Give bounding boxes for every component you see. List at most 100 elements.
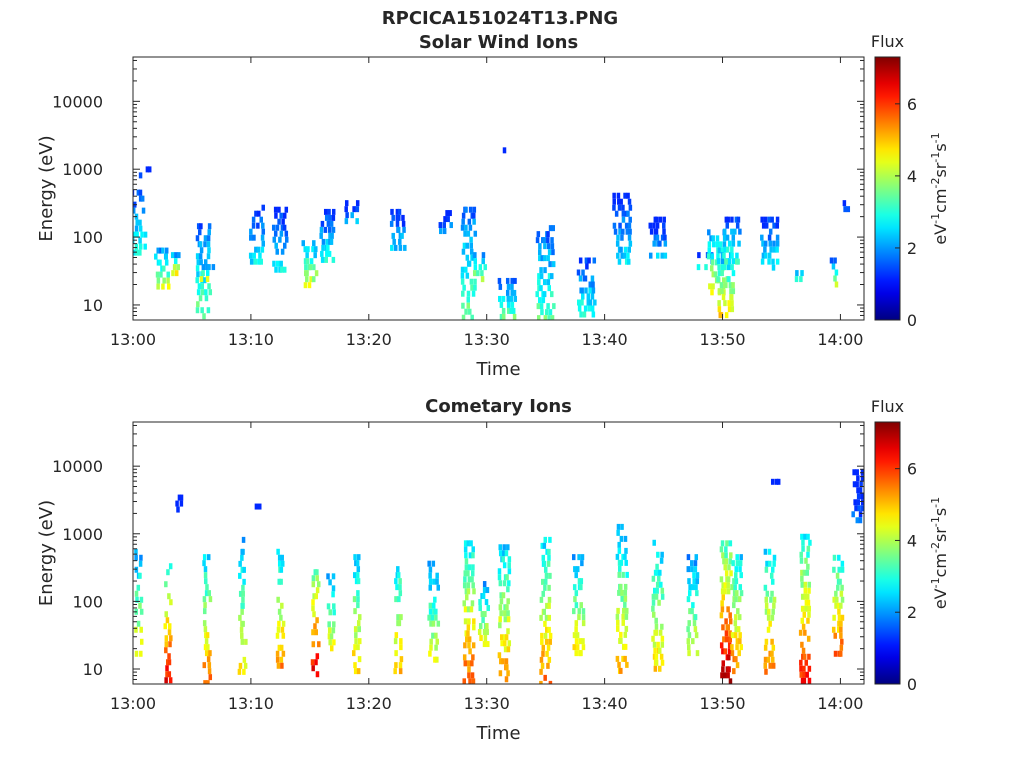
flux-cell	[735, 252, 739, 259]
flux-cell	[539, 656, 544, 663]
flux-cell	[612, 204, 616, 211]
flux-cell	[398, 238, 402, 245]
flux-cell	[238, 560, 242, 567]
flux-cell	[660, 234, 665, 241]
flux-cell	[739, 554, 743, 561]
flux-cell	[545, 650, 549, 657]
flux-cell	[199, 223, 203, 230]
flux-cell	[208, 674, 213, 681]
flux-cell	[398, 244, 403, 251]
flux-cell	[319, 226, 324, 233]
flux-cell	[695, 650, 700, 657]
flux-cell	[800, 581, 804, 588]
flux-cell	[624, 613, 629, 620]
flux-cell	[471, 642, 476, 649]
flux-cell	[688, 584, 692, 591]
flux-cell	[398, 584, 402, 591]
flux-cell	[804, 605, 808, 612]
flux-cell	[165, 617, 170, 624]
flux-cell	[663, 252, 668, 259]
flux-cell	[655, 587, 659, 594]
flux-cell	[261, 240, 265, 247]
flux-cell	[764, 252, 768, 259]
flux-cell	[509, 307, 513, 314]
flux-cell	[736, 258, 740, 265]
flux-cell	[537, 279, 541, 286]
flux-cell	[691, 584, 695, 591]
flux-cell	[275, 656, 280, 663]
flux-cell	[735, 644, 739, 651]
flux-cell	[328, 639, 332, 646]
flux-cell	[725, 540, 729, 547]
flux-cell	[839, 590, 844, 597]
flux-cell	[802, 569, 807, 576]
flux-cell	[659, 653, 664, 660]
flux-cell	[800, 569, 804, 576]
flux-cell	[694, 554, 699, 561]
flux-cell	[328, 232, 332, 239]
flux-cell	[542, 237, 547, 244]
flux-cell	[354, 578, 359, 585]
flux-cell	[852, 481, 857, 488]
flux-cell	[329, 238, 334, 245]
flux-cell	[710, 253, 714, 260]
flux-cell	[506, 646, 511, 653]
flux-cell	[726, 588, 731, 595]
flux-cell	[800, 533, 804, 540]
flux-cell	[311, 599, 315, 606]
flux-cell	[545, 626, 549, 633]
flux-cell	[795, 270, 799, 277]
flux-cell	[138, 243, 143, 250]
flux-cell	[498, 295, 502, 302]
x-tick-label: 13:40	[582, 330, 628, 349]
flux-cell	[353, 608, 357, 615]
flux-cell	[168, 677, 173, 684]
flux-cell	[724, 618, 728, 625]
flux-cell	[731, 560, 735, 567]
flux-cell	[312, 276, 316, 283]
flux-cell	[801, 653, 805, 660]
flux-cell	[550, 273, 554, 280]
flux-cell	[771, 656, 775, 663]
flux-cell	[833, 257, 837, 264]
flux-cell	[691, 602, 695, 609]
flux-cell	[832, 614, 836, 621]
flux-cell	[435, 578, 439, 585]
flux-cell	[860, 493, 864, 500]
flux-cell	[717, 247, 722, 254]
flux-cell	[442, 222, 446, 229]
flux-cell	[727, 306, 732, 313]
flux-cell	[356, 602, 360, 609]
flux-cell	[734, 626, 738, 633]
flux-cell	[311, 575, 316, 582]
flux-cell	[735, 662, 740, 669]
flux-cell	[465, 242, 470, 249]
flux-cell	[587, 305, 592, 312]
flux-cell	[393, 244, 398, 251]
flux-cell	[572, 644, 577, 651]
flux-cell	[542, 542, 547, 549]
flux-cell	[856, 499, 861, 506]
flux-cell	[590, 305, 595, 312]
flux-cell	[722, 252, 726, 259]
flux-cell	[397, 620, 402, 627]
flux-cell	[761, 240, 765, 247]
flux-cell	[726, 264, 731, 271]
flux-cell	[719, 612, 724, 619]
flux-cell	[511, 307, 516, 314]
flux-cell	[134, 590, 139, 597]
flux-cell	[435, 638, 439, 645]
flux-cell	[206, 241, 211, 248]
flux-cell	[649, 228, 654, 235]
flux-cell	[501, 313, 506, 320]
flux-cell	[431, 620, 436, 627]
flux-cell	[765, 560, 769, 567]
flux-cell	[471, 552, 475, 559]
flux-cell	[547, 656, 552, 663]
flux-cell	[460, 272, 465, 279]
flux-cell	[500, 640, 504, 647]
flux-cell	[314, 659, 318, 666]
flux-cell	[240, 638, 245, 645]
flux-cell	[578, 638, 582, 645]
flux-cell	[803, 581, 808, 588]
